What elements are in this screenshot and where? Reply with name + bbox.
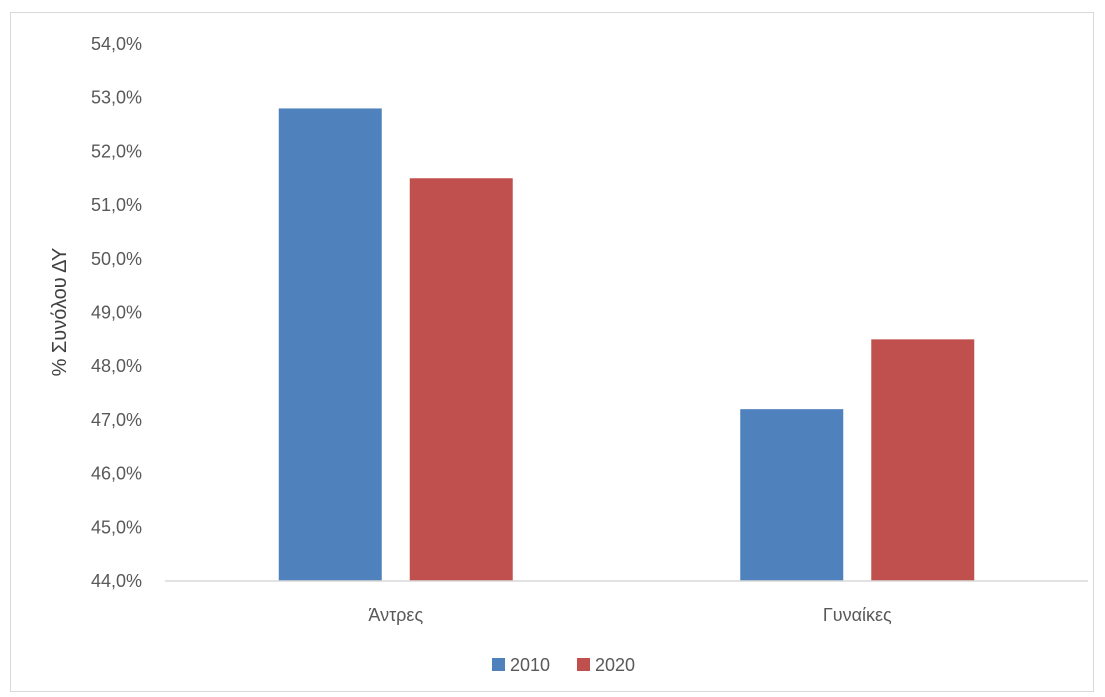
bars xyxy=(278,108,975,581)
y-tick-label: 45,0% xyxy=(91,517,142,537)
legend-swatch-2020 xyxy=(577,658,590,671)
x-category-label: Γυναίκες xyxy=(823,605,892,625)
bar-2020-0 xyxy=(409,178,513,581)
y-tick-label: 50,0% xyxy=(91,249,142,269)
bar-2010-1 xyxy=(740,409,844,581)
legend-label: 2010 xyxy=(510,655,550,675)
y-axis-ticks: 44,0% 45,0% 46,0% 47,0% 48,0% 49,0% 50,0% 51,0%… xyxy=(91,34,142,591)
y-tick-label: 46,0% xyxy=(91,464,142,484)
bar-2010-0 xyxy=(278,108,382,581)
legend-label: 2020 xyxy=(595,655,635,675)
y-tick-label: 53,0% xyxy=(91,88,142,108)
bar-2020-1 xyxy=(871,339,975,581)
y-tick-label: 52,0% xyxy=(91,141,142,161)
y-tick-label: 44,0% xyxy=(91,571,142,591)
y-tick-label: 51,0% xyxy=(91,195,142,215)
legend: 2010 2020 xyxy=(492,655,635,675)
legend-swatch-2010 xyxy=(492,658,505,671)
y-axis-title: % Συνόλου ΔΥ xyxy=(49,248,71,377)
y-tick-label: 47,0% xyxy=(91,410,142,430)
y-tick-label: 48,0% xyxy=(91,356,142,376)
x-category-label: Άντρες xyxy=(368,605,423,625)
y-tick-label: 49,0% xyxy=(91,303,142,323)
x-axis-labels: Άντρες Γυναίκες xyxy=(368,605,892,625)
y-tick-label: 54,0% xyxy=(91,34,142,54)
